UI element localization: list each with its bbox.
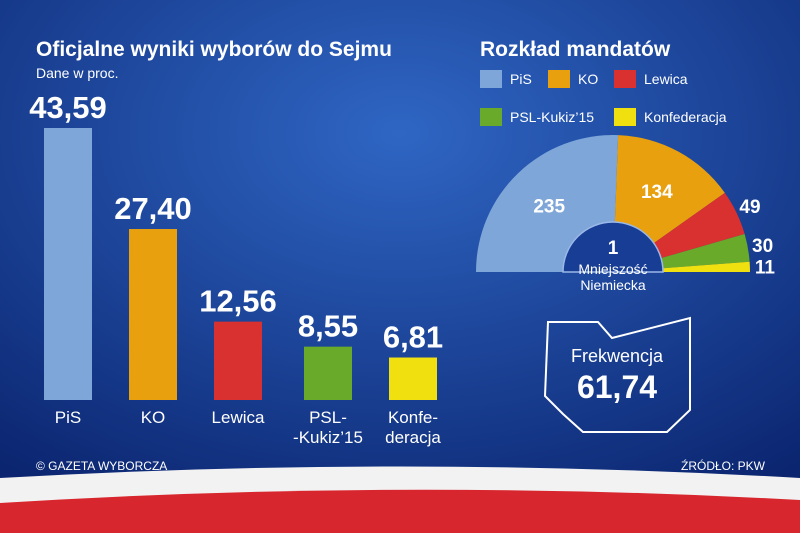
flag-red	[0, 489, 800, 533]
turnout-outline	[543, 316, 691, 433]
seat-slice	[476, 135, 619, 272]
seat-label: 30	[752, 236, 773, 257]
turnout-value: 61,74	[577, 369, 657, 405]
value-label: 12,56	[199, 284, 277, 319]
bar	[214, 321, 262, 400]
legend-swatch	[614, 108, 636, 126]
value-label: 6,81	[383, 320, 443, 355]
seat-title: Rozkład mandatów	[480, 38, 671, 61]
legend-label: KO	[578, 71, 598, 87]
seat-slice	[661, 234, 750, 269]
legend-swatch	[548, 70, 570, 88]
legend-swatch	[480, 108, 502, 126]
bar	[129, 229, 177, 400]
legend-swatch	[614, 70, 636, 88]
bar-subtitle: Dane w proc.	[36, 65, 118, 81]
legend-label: Lewica	[644, 71, 688, 87]
seat-label: 134	[641, 182, 673, 203]
legend-label: Konfederacja	[644, 109, 727, 125]
category-label: Lewica	[211, 408, 265, 427]
seat-label: 49	[739, 197, 760, 218]
seat-label: 235	[533, 197, 565, 218]
legend-label: PSL-Kukiz’15	[510, 109, 594, 125]
value-label: 43,59	[29, 90, 107, 125]
value-label: 27,40	[114, 191, 192, 226]
value-label: 8,55	[298, 309, 358, 344]
bar-title: Oficjalne wyniki wyborów do Sejmu	[36, 38, 392, 61]
seat-slice	[653, 192, 745, 259]
footer-right: ŹRÓDŁO: PKW	[681, 458, 766, 473]
bar	[389, 357, 437, 400]
seat-label: 11	[755, 257, 776, 278]
category-label: PiS	[54, 408, 82, 427]
turnout-label: Frekwencja	[571, 346, 664, 366]
center-value: 1	[608, 238, 619, 259]
legend-label: PiS	[510, 71, 532, 87]
bar	[304, 346, 352, 400]
seat-slice	[614, 135, 725, 244]
category-label: KO	[140, 408, 166, 427]
category-label: PSL- -Kukiz’15	[293, 408, 363, 448]
category-label: Konfe- deracja	[385, 408, 441, 448]
center-seat	[562, 221, 664, 273]
bar	[44, 127, 92, 400]
seat-slice	[662, 261, 750, 272]
footer-left: © GAZETA WYBORCZA	[36, 459, 167, 473]
legend-swatch	[480, 70, 502, 88]
center-label: Mniejszość Niemiecka	[578, 261, 648, 294]
